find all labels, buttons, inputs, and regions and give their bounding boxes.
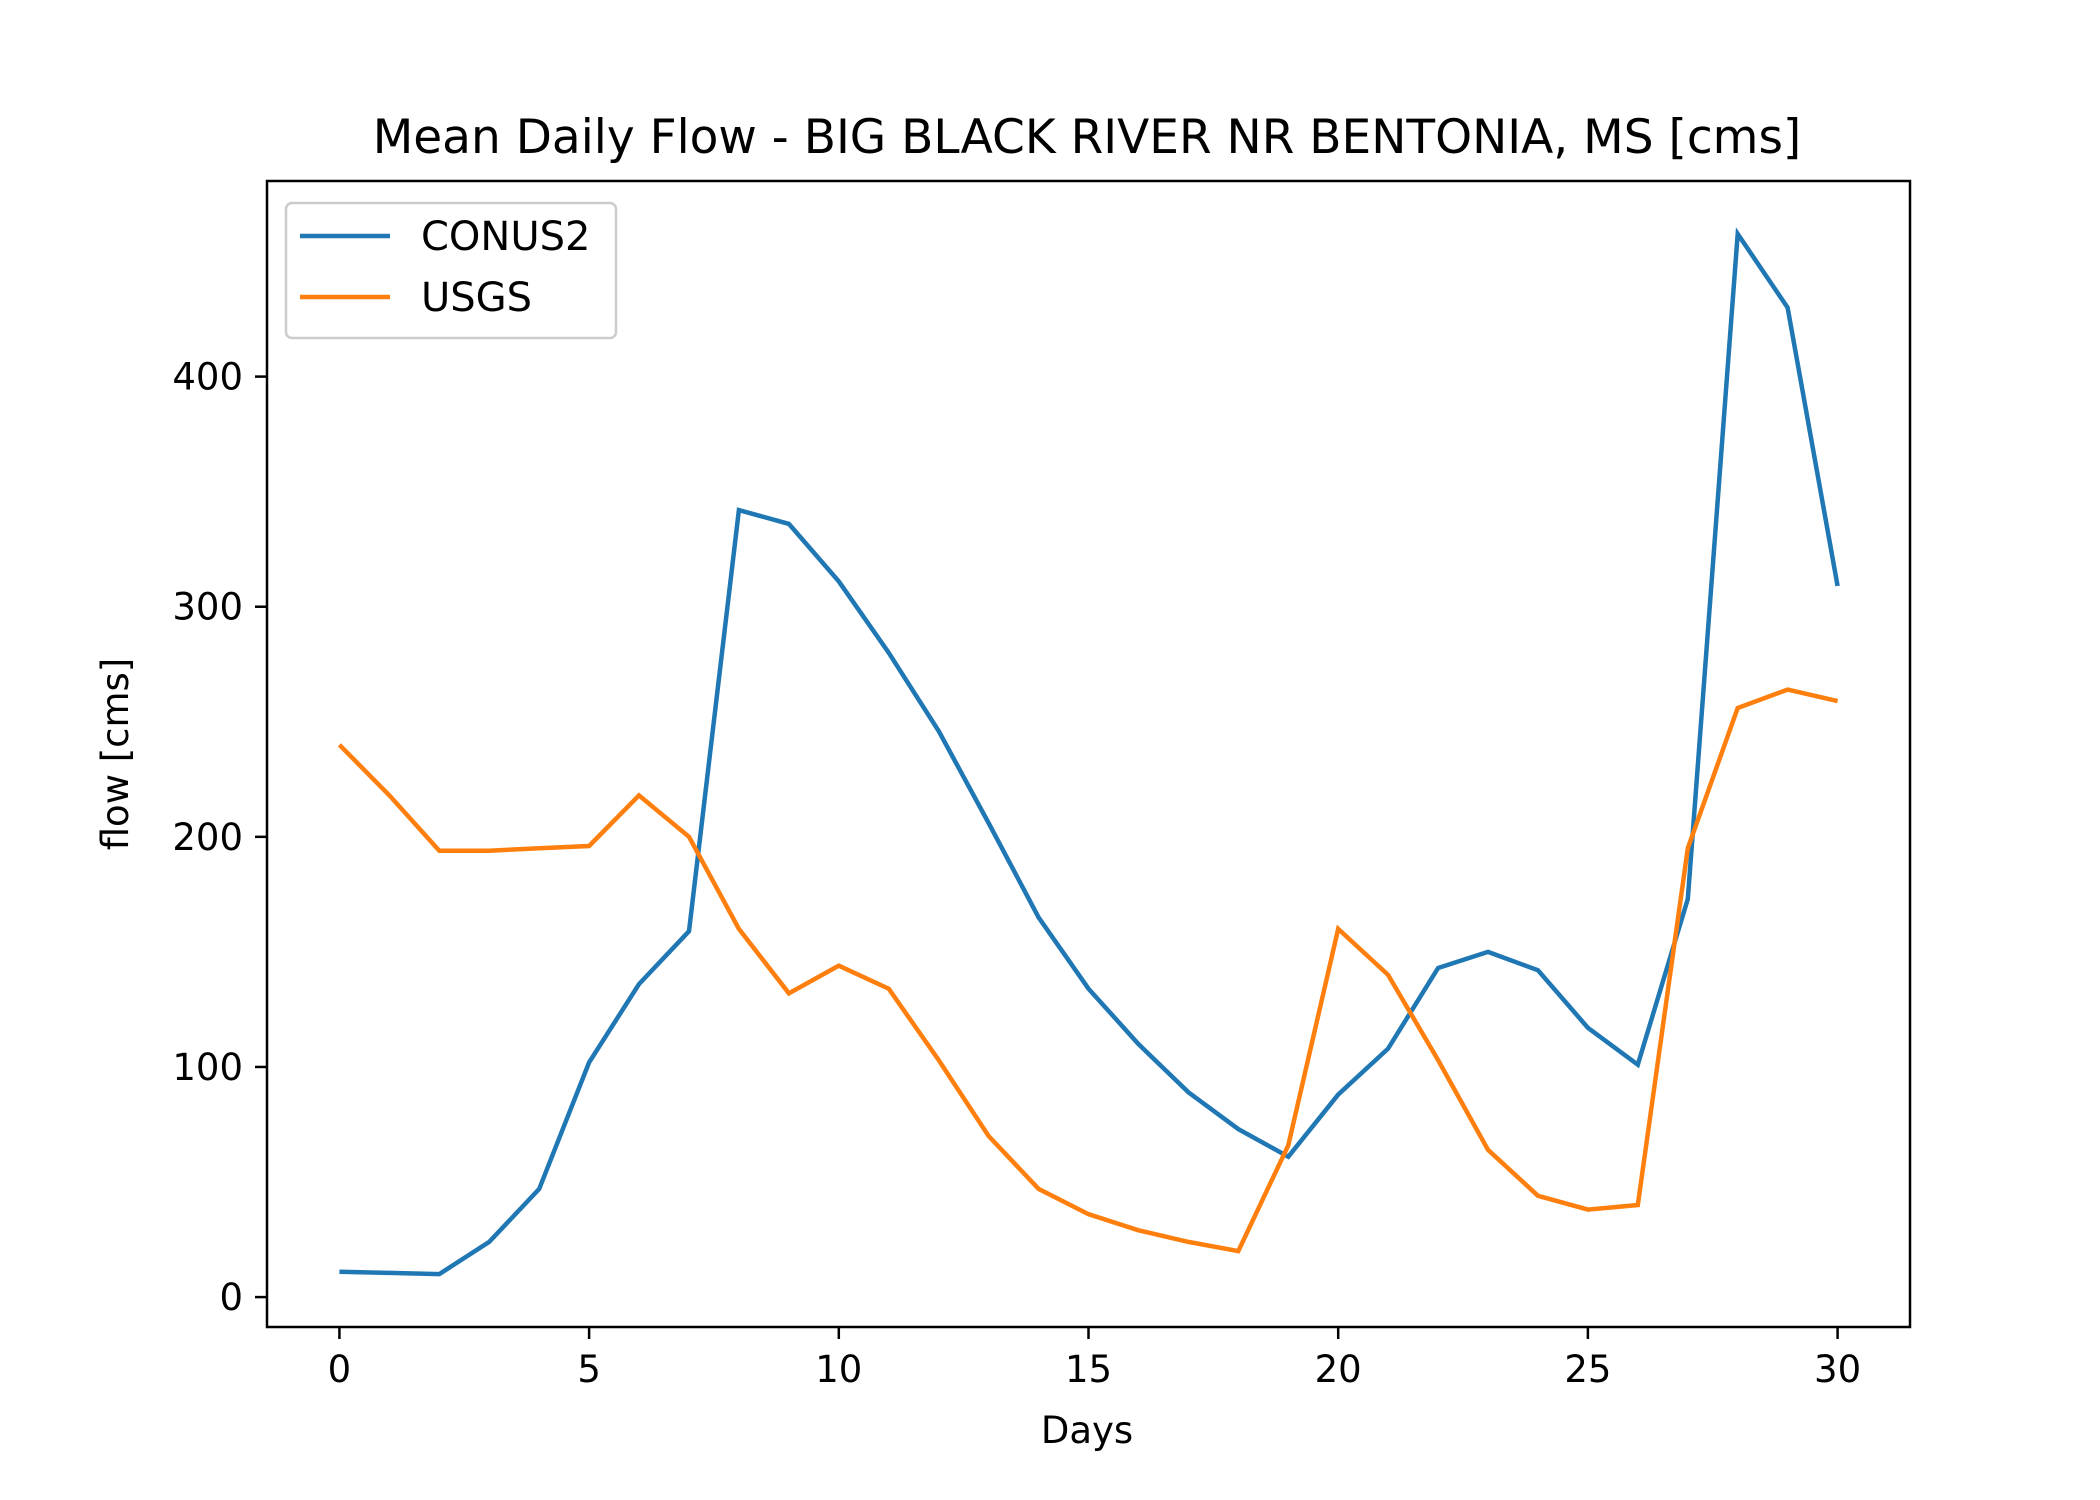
x-tick-label: 30 [1814, 1348, 1861, 1391]
y-axis-ticks: 0 100 200 300 400 [172, 356, 267, 1319]
x-tick-label: 0 [328, 1348, 352, 1391]
y-tick-label: 100 [172, 1046, 243, 1089]
x-tick-label: 10 [815, 1348, 862, 1391]
legend-label-usgs: USGS [421, 275, 532, 321]
x-tick-label: 20 [1315, 1348, 1362, 1391]
series-lines [337, 227, 1840, 1277]
legend: CONUS2 USGS [284, 201, 618, 340]
legend-label-conus2: CONUS2 [421, 214, 590, 260]
y-axis-label: flow [cms] [94, 658, 137, 851]
x-tick-label: 15 [1065, 1348, 1112, 1391]
y-tick-label: 0 [219, 1276, 243, 1319]
y-tick-label: 200 [172, 816, 243, 859]
x-tick-label: 25 [1564, 1348, 1611, 1391]
series-line-conus2 [339, 227, 1840, 1277]
y-tick-label: 300 [172, 586, 243, 629]
plot-area-frame [265, 179, 1912, 1329]
series-line-usgs [337, 687, 1839, 1254]
chart-title: Mean Daily Flow - BIG BLACK RIVER NR BEN… [373, 110, 1802, 165]
y-tick-label: 400 [172, 356, 243, 399]
x-axis-label: Days [1041, 1409, 1133, 1452]
x-tick-label: 5 [577, 1348, 601, 1391]
x-axis-ticks: 0 5 10 15 20 25 30 [328, 1327, 1861, 1391]
